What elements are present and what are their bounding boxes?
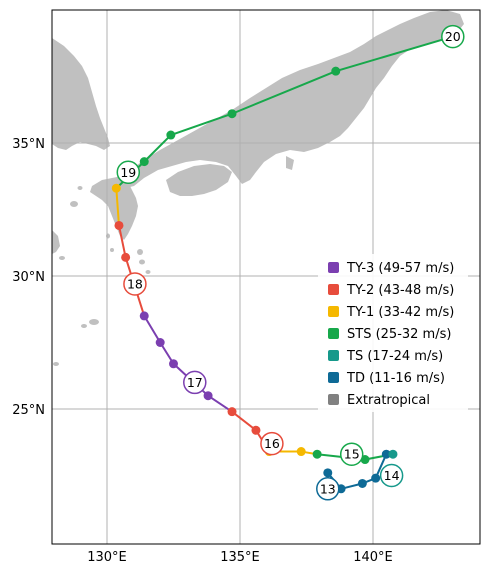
track-point (169, 359, 178, 369)
legend-swatch (328, 306, 339, 317)
day-marker-label: 14 (384, 468, 400, 483)
day-marker-label: 19 (120, 165, 136, 180)
legend-box (318, 254, 468, 412)
day-marker: 16 (260, 431, 284, 456)
day-marker-circle (441, 24, 465, 49)
legend-item-td: TD (11-16 m/s) (328, 371, 445, 386)
track-point (227, 407, 237, 417)
y-tick-label: 35°N (12, 137, 45, 152)
kyushu-island (90, 176, 138, 240)
track-point (323, 468, 333, 478)
track-point (251, 425, 261, 435)
legend-label: TY-2 (43-48 m/s) (346, 283, 454, 298)
legend-swatch (328, 284, 339, 295)
day-marker-label: 18 (127, 276, 143, 291)
legend-item-sts: STS (25-32 m/s) (328, 327, 451, 342)
track-point (203, 391, 213, 401)
legend-swatch (328, 372, 339, 383)
track-point (155, 338, 165, 347)
izu-peninsula (286, 156, 294, 170)
day-marker-label: 17 (187, 375, 203, 390)
track-point (227, 109, 237, 119)
x-tick-label: 130°E (87, 550, 127, 565)
track-point (331, 66, 341, 76)
day-marker: 18 (123, 272, 147, 296)
track-point (371, 473, 381, 483)
track-segment (143, 314, 162, 344)
track-segment (231, 70, 337, 115)
legend-swatch (328, 262, 339, 273)
track-point (114, 220, 124, 230)
legend-swatch (328, 350, 339, 361)
day-marker-label: 13 (320, 481, 336, 496)
gridlines (52, 10, 480, 544)
track-segment (115, 187, 120, 227)
legend-label: TY-1 (33-42 m/s) (346, 305, 454, 320)
track-segment (334, 35, 454, 73)
day-marker: 13 (316, 477, 340, 501)
map-frame (51, 9, 481, 545)
track-point (139, 311, 149, 321)
legend-label: TS (17-24 m/s) (346, 349, 443, 364)
track-point (312, 449, 322, 459)
legend-item-ty2: TY-2 (43-48 m/s) (328, 283, 454, 298)
day-marker-label: 16 (264, 436, 280, 451)
day-marker-circle (379, 463, 404, 488)
y-tick-label: 25°N (12, 403, 45, 418)
shikoku-island (166, 164, 232, 196)
y-tick-label: 30°N (12, 270, 45, 285)
legend-item-ty1: TY-1 (33-42 m/s) (328, 305, 454, 320)
track-point (388, 449, 398, 459)
day-marker: 20 (441, 24, 465, 49)
track-segment (231, 410, 257, 432)
korea-landmass (52, 38, 110, 150)
day-marker-label: 15 (344, 447, 360, 462)
day-marker-circle (116, 160, 141, 185)
day-marker: 17 (183, 370, 207, 395)
track-point (111, 183, 121, 193)
legend-item-ty3: TY-3 (49-57 m/s) (328, 261, 454, 276)
day-marker: 19 (116, 160, 141, 185)
legend-label: Extratropical (347, 393, 430, 408)
legend-label: TY-3 (49-57 m/s) (346, 261, 454, 276)
day-marker-label: 20 (445, 29, 461, 44)
legend-label: STS (25-32 m/s) (347, 327, 451, 342)
legend-label: TD (11-16 m/s) (346, 371, 445, 386)
x-tick-label: 140°E (353, 550, 393, 565)
track-point (121, 252, 131, 262)
track-point (381, 449, 391, 459)
y-axis-ticks: 25°N 30°N 35°N (12, 137, 45, 418)
track-segment (143, 134, 172, 163)
day-marker-circle (123, 272, 147, 296)
day-marker-circle (260, 431, 284, 456)
day-marker-circle (183, 370, 207, 395)
legend-item-extratropical: Extratropical (328, 393, 430, 408)
track-segment (117, 224, 127, 259)
track-point (166, 130, 176, 140)
china-coast (52, 230, 60, 254)
track-point (296, 447, 306, 457)
x-axis-ticks: 130°E 135°E 140°E (87, 550, 393, 565)
day-marker: 15 (339, 442, 364, 466)
x-tick-label: 135°E (220, 550, 260, 565)
day-markers: 13 14 15 16 17 18 19 20 (116, 24, 465, 501)
track-point (357, 478, 367, 488)
legend: TY-3 (49-57 m/s) TY-2 (43-48 m/s) TY-1 (… (318, 254, 468, 412)
track-point (139, 157, 149, 167)
legend-item-ts: TS (17-24 m/s) (328, 349, 443, 364)
day-marker-circle (316, 477, 340, 501)
track-segment (169, 112, 234, 137)
legend-swatch (328, 394, 339, 405)
day-marker: 14 (379, 463, 404, 488)
legend-swatch (328, 328, 339, 339)
track-segment (207, 394, 234, 413)
day-marker-circle (339, 442, 364, 466)
